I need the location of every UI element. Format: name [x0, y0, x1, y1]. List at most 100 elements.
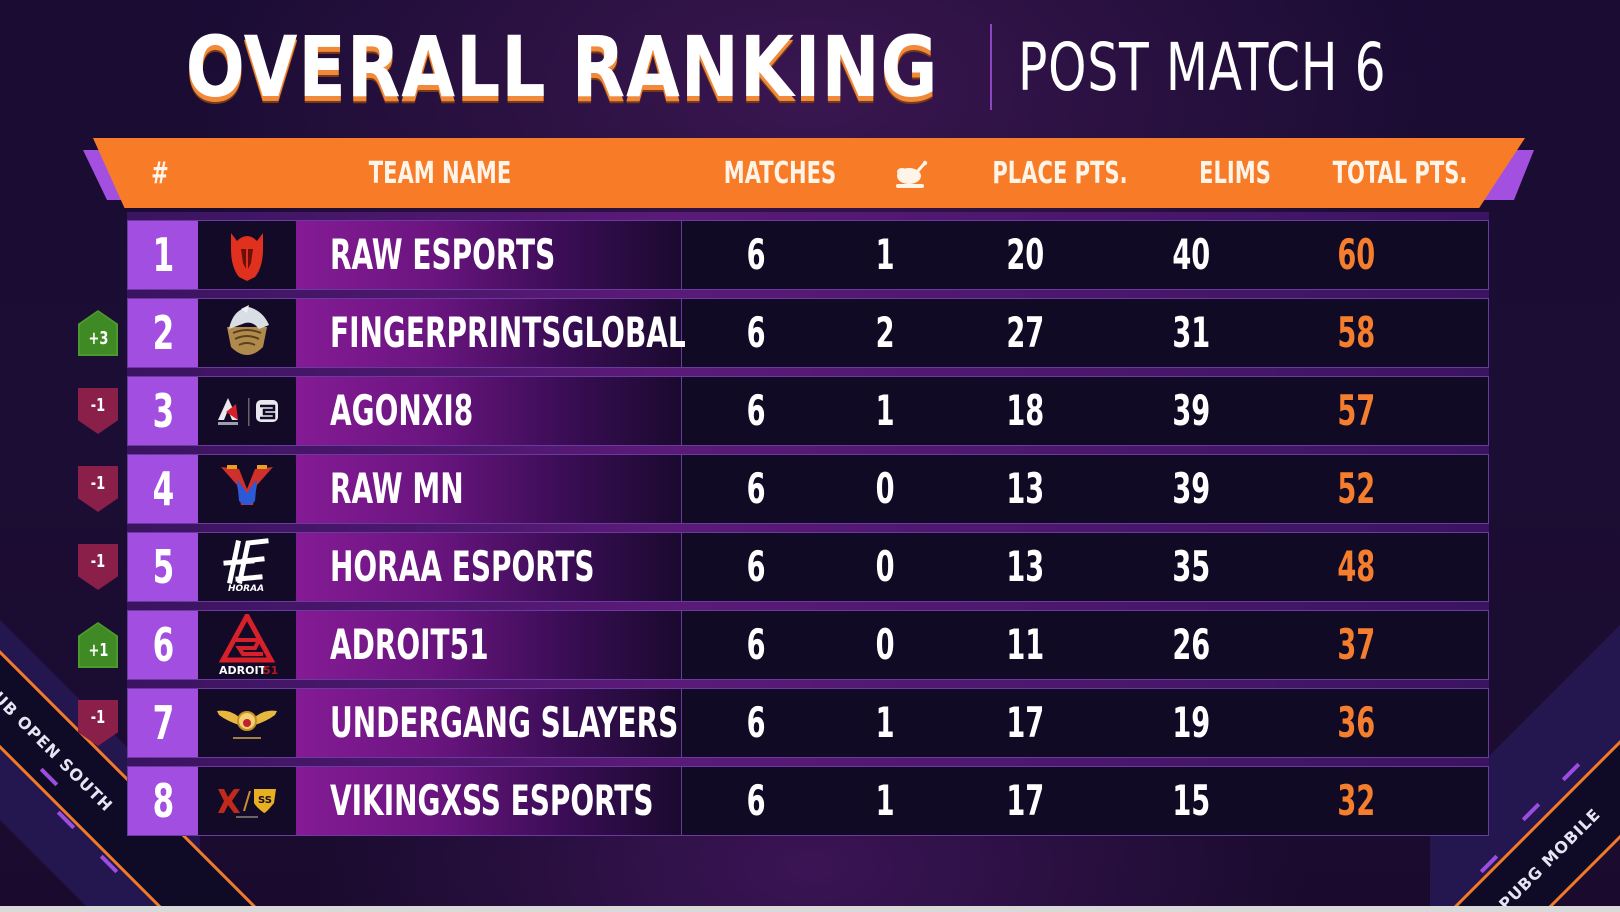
matches-value: 6: [706, 377, 806, 445]
total-pts-value: 48: [1306, 533, 1406, 601]
elims-value: 26: [1141, 611, 1241, 679]
team-name-cell: ADROIT51: [296, 611, 682, 679]
agonxi8-logo: [198, 377, 296, 445]
matches-value: 6: [706, 455, 806, 523]
adroit51-logo: ADROIT 51: [198, 611, 296, 679]
wins-text: 0: [875, 620, 895, 669]
elims-text: 15: [1172, 776, 1210, 825]
rank-cell: 4: [128, 455, 198, 523]
elims-text: 39: [1172, 464, 1210, 513]
header-rank: #: [151, 156, 169, 191]
bottom-edge-strip: [0, 906, 1620, 912]
place-pts-value: 17: [975, 689, 1075, 757]
total-pts-text: 48: [1337, 542, 1375, 591]
rank-value: 3: [152, 384, 174, 438]
table-row-8[interactable]: 8 SS VIKINGXSS ESPORTS 6 1 17 15 32: [127, 766, 1489, 836]
wins-text: 1: [875, 776, 895, 825]
total-pts-value: 36: [1306, 689, 1406, 757]
table-row-4[interactable]: 4 RAW MN 6 0 13 39 52: [127, 454, 1489, 524]
place-pts-text: 13: [1006, 542, 1044, 591]
team-name: RAW ESPORTS: [330, 230, 556, 279]
total-pts-value: 52: [1306, 455, 1406, 523]
elims-text: 40: [1172, 230, 1210, 279]
matches-value: 6: [706, 689, 806, 757]
team-name: ADROIT51: [330, 620, 489, 669]
team-name-cell: FINGERPRINTSGLOBAL: [296, 299, 686, 367]
title-divider: [989, 24, 992, 110]
table-row-3[interactable]: 3 AGONXI8 6 1 18 39 57: [127, 376, 1489, 446]
header-total-pts: TOTAL PTS.: [1332, 156, 1468, 191]
elims-value: 15: [1141, 767, 1241, 835]
fingerprintsglobal-logo: [198, 299, 296, 367]
header-place-pts: PLACE PTS.: [992, 156, 1128, 191]
total-pts-value: 58: [1306, 299, 1406, 367]
table-row-5[interactable]: 5 HORAA HORAA ESPORTS 6 0 13 35 48: [127, 532, 1489, 602]
wins-text: 2: [875, 308, 895, 357]
place-pts-text: 17: [1006, 776, 1044, 825]
rank-change-value: -1: [90, 395, 106, 416]
team-name: AGONXI8: [330, 386, 474, 435]
total-pts-value: 37: [1306, 611, 1406, 679]
vikingxss-esports-logo: SS: [198, 767, 296, 835]
rank-value: 6: [152, 618, 174, 672]
rank-value: 8: [152, 774, 174, 828]
rank-cell: 1: [128, 221, 198, 289]
wins-text: 0: [875, 542, 895, 591]
matches-text: 6: [746, 230, 766, 279]
rank-change-value: -1: [90, 551, 106, 572]
place-pts-value: 20: [975, 221, 1075, 289]
svg-text:SS: SS: [258, 795, 272, 806]
table-row-6[interactable]: 6 ADROIT 51 ADROIT51 6 0 11 26 37: [127, 610, 1489, 680]
rank-down-badge: -1: [78, 700, 118, 746]
page-subtitle: POST MATCH 6: [1017, 28, 1386, 106]
place-pts-value: 13: [975, 455, 1075, 523]
total-pts-value: 60: [1306, 221, 1406, 289]
horaa-esports-logo: HORAA: [198, 533, 296, 601]
team-name-cell: VIKINGXSS ESPORTS: [296, 767, 682, 835]
place-pts-text: 17: [1006, 698, 1044, 747]
elims-text: 26: [1172, 620, 1210, 669]
rank-down-badge: -1: [78, 388, 118, 434]
wins-value: 1: [835, 377, 935, 445]
place-pts-value: 17: [975, 767, 1075, 835]
team-name-cell: HORAA ESPORTS: [296, 533, 682, 601]
elims-value: 40: [1141, 221, 1241, 289]
matches-text: 6: [746, 620, 766, 669]
matches-value: 6: [706, 611, 806, 679]
elims-value: 39: [1141, 455, 1241, 523]
rank-cell: 7: [128, 689, 198, 757]
team-name-cell: AGONXI8: [296, 377, 682, 445]
wins-value: 1: [835, 221, 935, 289]
total-pts-text: 52: [1337, 464, 1375, 513]
rank-change-value: +1: [88, 640, 108, 661]
table-row-1[interactable]: 1 RAW ESPORTS 6 1 20 40 60: [127, 220, 1489, 290]
table-row-2[interactable]: 2 FINGERPRINTSGLOBAL 6 2 27 31 58: [127, 298, 1489, 368]
rank-down-badge: -1: [78, 466, 118, 512]
page-title: OVERALL RANKING: [185, 18, 939, 116]
decor-dash: [99, 854, 119, 874]
rank-change-value: -1: [90, 473, 106, 494]
place-pts-text: 18: [1006, 386, 1044, 435]
decor-dash: [1521, 802, 1541, 822]
rank-cell: 6: [128, 611, 198, 679]
row-separator: [127, 602, 1489, 610]
elims-value: 31: [1141, 299, 1241, 367]
team-name: FINGERPRINTSGLOBAL: [330, 308, 686, 357]
team-name-cell: RAW ESPORTS: [296, 221, 682, 289]
table-row-7[interactable]: 7 UNDERGANG SLAYERS 6 1 17 19 36: [127, 688, 1489, 758]
rank-value: 4: [152, 462, 174, 516]
matches-value: 6: [706, 533, 806, 601]
header-team-name: TEAM NAME: [368, 156, 512, 191]
wins-value: 0: [835, 455, 935, 523]
row-separator: [127, 290, 1489, 298]
header-matches: MATCHES: [723, 156, 837, 191]
svg-text:ADROIT: ADROIT: [219, 664, 267, 676]
wins-text: 1: [875, 386, 895, 435]
wins-value: 0: [835, 533, 935, 601]
wins-text: 1: [875, 698, 895, 747]
total-pts-value: 57: [1306, 377, 1406, 445]
rank-cell: 3: [128, 377, 198, 445]
row-separator: [127, 212, 1489, 220]
rank-up-badge: +1: [78, 622, 118, 668]
row-separator: [127, 758, 1489, 766]
